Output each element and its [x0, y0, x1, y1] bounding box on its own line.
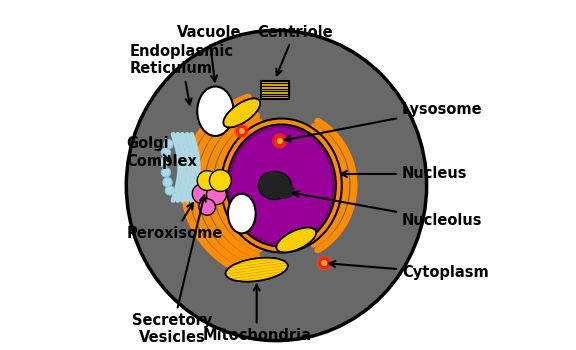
- Circle shape: [210, 170, 231, 191]
- FancyBboxPatch shape: [261, 81, 289, 99]
- Circle shape: [164, 140, 173, 149]
- Ellipse shape: [227, 125, 336, 246]
- Text: Nucleolus: Nucleolus: [293, 191, 482, 228]
- Text: Mitochondria: Mitochondria: [202, 285, 311, 343]
- Text: Centriole: Centriole: [257, 25, 332, 75]
- Text: Nucleus: Nucleus: [341, 167, 467, 181]
- Circle shape: [199, 199, 215, 215]
- Circle shape: [161, 148, 170, 157]
- Circle shape: [319, 258, 329, 268]
- Circle shape: [237, 126, 247, 136]
- Ellipse shape: [258, 172, 291, 200]
- Ellipse shape: [228, 194, 256, 233]
- Circle shape: [206, 185, 226, 205]
- Ellipse shape: [276, 228, 316, 252]
- Text: Secretory
Vesicles: Secretory Vesicles: [132, 195, 213, 345]
- Circle shape: [275, 136, 285, 146]
- Ellipse shape: [126, 30, 427, 341]
- Circle shape: [322, 261, 327, 265]
- Circle shape: [197, 171, 217, 190]
- Text: Peroxisome: Peroxisome: [126, 203, 223, 241]
- Circle shape: [234, 124, 249, 138]
- Circle shape: [278, 139, 282, 143]
- Ellipse shape: [221, 119, 342, 252]
- Circle shape: [240, 129, 244, 133]
- Circle shape: [192, 184, 212, 204]
- Text: Cytoplasm: Cytoplasm: [329, 261, 488, 280]
- Circle shape: [272, 134, 287, 148]
- Circle shape: [161, 168, 170, 177]
- Ellipse shape: [223, 98, 260, 127]
- Ellipse shape: [263, 172, 276, 183]
- Text: Vacuole: Vacuole: [176, 25, 241, 82]
- Circle shape: [163, 177, 172, 187]
- Text: Endoplasmic
Reticulum: Endoplasmic Reticulum: [130, 44, 234, 105]
- Ellipse shape: [197, 86, 233, 136]
- Ellipse shape: [226, 258, 288, 282]
- Text: Lysosome: Lysosome: [285, 102, 483, 142]
- Circle shape: [160, 158, 169, 167]
- Text: Golgi
Complex: Golgi Complex: [126, 136, 197, 169]
- Ellipse shape: [275, 182, 294, 199]
- Circle shape: [317, 256, 332, 270]
- Circle shape: [165, 186, 175, 195]
